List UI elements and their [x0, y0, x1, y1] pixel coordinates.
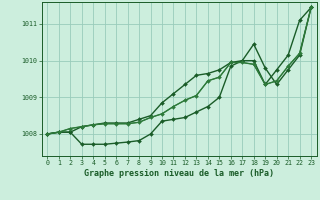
X-axis label: Graphe pression niveau de la mer (hPa): Graphe pression niveau de la mer (hPa): [84, 169, 274, 178]
